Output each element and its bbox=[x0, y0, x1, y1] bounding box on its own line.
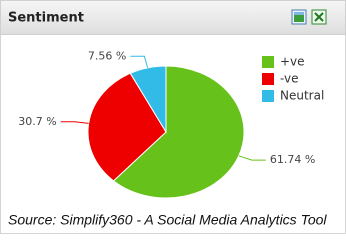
data-label: 7.56 % bbox=[88, 49, 126, 62]
widget: Sentiment Source: Simplify360 - A Social… bbox=[0, 0, 346, 234]
legend-label: -ve bbox=[280, 72, 299, 86]
pie-slice bbox=[112, 65, 245, 199]
legend-label: +ve bbox=[280, 55, 305, 69]
page: {"chart_data": {"type": "pie", "title": … bbox=[0, 0, 346, 234]
leader-line bbox=[130, 55, 149, 68]
widget-title: Sentiment bbox=[8, 11, 84, 26]
image-export-icon[interactable] bbox=[291, 9, 307, 25]
legend-swatch bbox=[262, 73, 274, 85]
header bbox=[0, 0, 346, 35]
excel-export-icon[interactable] bbox=[311, 9, 327, 25]
legend-swatch bbox=[262, 56, 274, 68]
source-note: Source: Simplify360 - A Social Media Ana… bbox=[8, 212, 327, 228]
data-label: 61.74 % bbox=[270, 153, 315, 166]
leader-line bbox=[60, 121, 89, 124]
legend-label: Neutral bbox=[280, 89, 324, 103]
data-label: 30.7 % bbox=[18, 115, 56, 128]
leader-line bbox=[238, 155, 266, 161]
legend-swatch bbox=[262, 90, 274, 102]
